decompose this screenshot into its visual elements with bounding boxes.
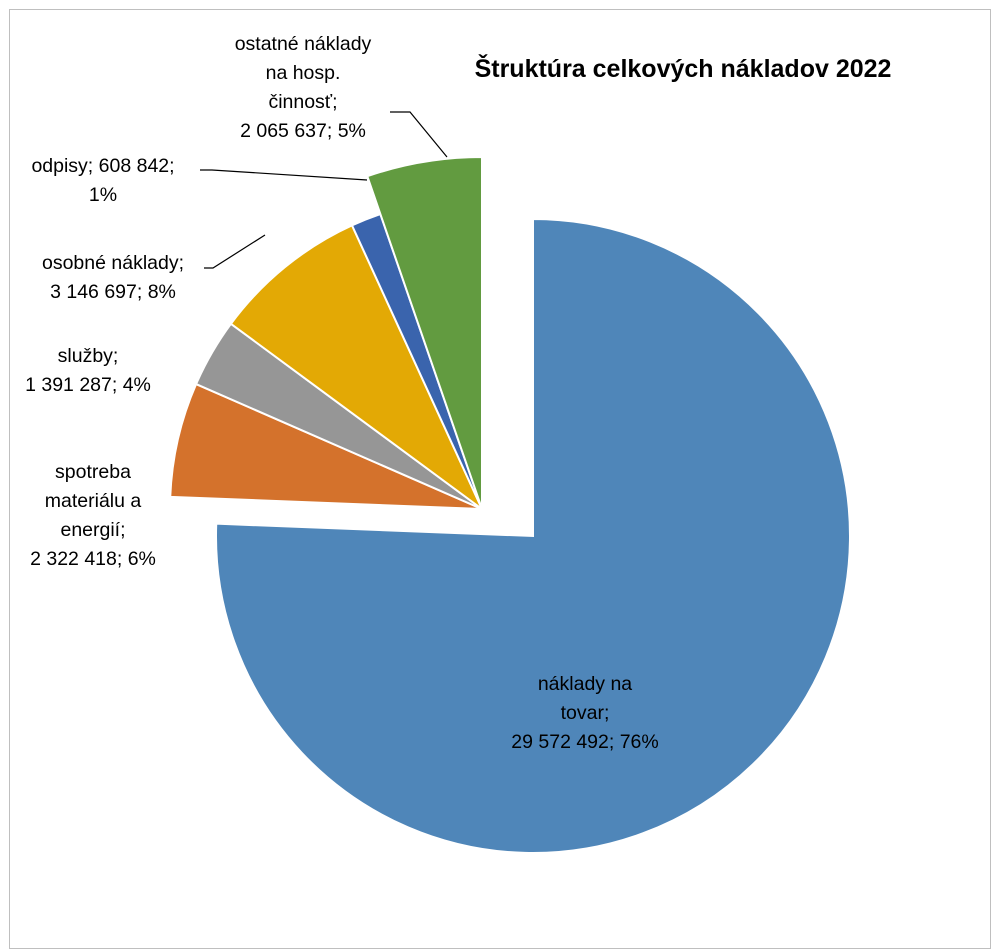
slice-label-line: činnosť; bbox=[268, 91, 337, 113]
slice-label-line: 29 572 492; 76% bbox=[511, 731, 658, 753]
slice-labels: náklady na tovar; 29 572 492; 76% spotreba m… bbox=[25, 33, 659, 753]
slice-label-line: služby; bbox=[58, 345, 119, 367]
slice-label-line: 3 146 697; 8% bbox=[50, 281, 176, 303]
slice-label-spotreba-materialu-a-energii: spotreba materiálu a energií; 2 322 418; 6% bbox=[30, 461, 156, 570]
slice-label-line: spotreba bbox=[55, 461, 131, 483]
slice-label-line: 1 391 287; 4% bbox=[25, 374, 151, 396]
chart-title: Štruktúra celkových nákladov 2022 bbox=[475, 53, 892, 83]
slice-label-line: 2 322 418; 6% bbox=[30, 548, 156, 570]
slice-label-line: náklady na bbox=[538, 673, 632, 695]
slice-label-line: materiálu a bbox=[45, 490, 142, 512]
slice-label-line: odpisy; 608 842; bbox=[31, 155, 174, 177]
slice-label-naklady-na-tovar: náklady na tovar; 29 572 492; 76% bbox=[511, 673, 658, 753]
slice-label-line: 2 065 637; 5% bbox=[240, 120, 366, 142]
slice-label-line: tovar; bbox=[561, 702, 610, 724]
slice-label-line: ostatné náklady bbox=[235, 33, 372, 55]
slice-label-line: 1% bbox=[89, 184, 117, 206]
slice-label-sluzby: služby; 1 391 287; 4% bbox=[25, 345, 151, 396]
slice-label-odpisy: odpisy; 608 842; 1% bbox=[31, 155, 174, 206]
leader-line-osobne-naklady bbox=[204, 234, 266, 269]
leader-line-odpisy bbox=[200, 169, 368, 181]
pie-slice-naklady-na-tovar bbox=[215, 217, 851, 854]
pie-slice-osobne-naklady bbox=[229, 224, 485, 513]
leader-lines bbox=[200, 111, 448, 269]
leader-line-ostatne-naklady-na-hosp-cinnost bbox=[390, 111, 448, 158]
pie-slice-ostatne-naklady-na-hosp-cinnost bbox=[366, 155, 483, 510]
pie-slices bbox=[169, 155, 851, 854]
slice-label-line: energií; bbox=[60, 519, 125, 541]
slice-label-ostatne-naklady-na-hosp-cinnost: ostatné náklady na hosp. činnosť; 2 065 637… bbox=[235, 33, 372, 142]
slice-label-line: osobné náklady; bbox=[42, 252, 184, 274]
slice-label-line: na hosp. bbox=[266, 62, 341, 84]
slice-label-osobne-naklady: osobné náklady; 3 146 697; 8% bbox=[42, 252, 184, 303]
